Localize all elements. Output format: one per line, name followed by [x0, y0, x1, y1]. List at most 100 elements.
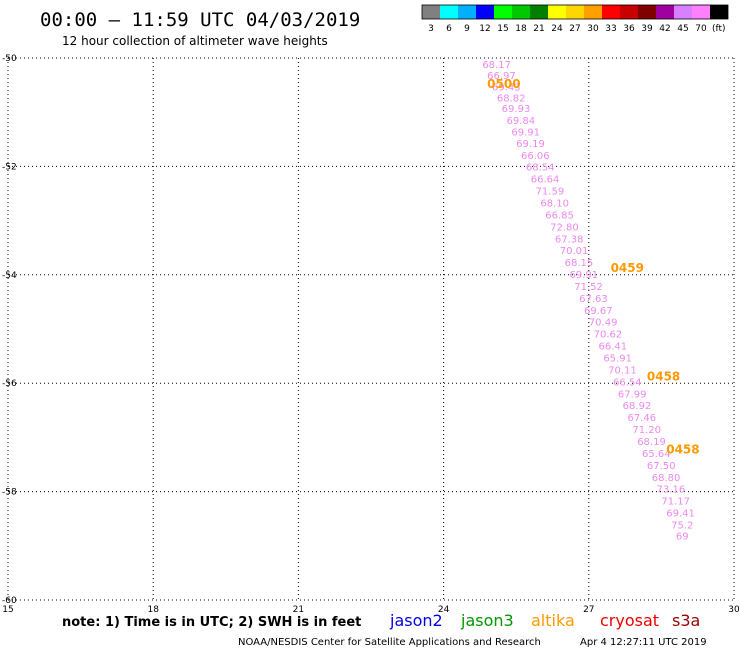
wave-height-point: 75.2 [671, 520, 693, 531]
wave-height-point: 67.38 [555, 234, 584, 245]
color-scale-label: 18 [515, 24, 527, 34]
x-tick-label: 27 [583, 605, 594, 615]
color-scale-label: 45 [677, 24, 688, 34]
footer-timestamp: Apr 4 12:27:11 UTC 2019 [580, 637, 707, 648]
y-tick-label: -56 [2, 379, 17, 389]
wave-height-point: 71.52 [574, 282, 603, 293]
wave-height-point: 68.54 [526, 163, 555, 174]
time-label: 0458 [666, 443, 699, 457]
color-scale-label: 30 [587, 24, 599, 34]
satellite-legend-item: jason2 [389, 611, 443, 630]
footer-credit: NOAA/NESDIS Center for Satellite Applica… [238, 637, 541, 648]
color-scale-swatch [422, 5, 440, 19]
wave-height-point: 70.11 [608, 365, 637, 376]
wave-height-point: 71.17 [661, 497, 690, 508]
color-scale-swatch [440, 5, 458, 19]
color-scale-swatch [656, 5, 674, 19]
wave-height-point: 69 [676, 531, 689, 542]
wave-height-point: 69.67 [584, 306, 613, 317]
color-scale-swatch [710, 5, 728, 19]
color-scale-label: 9 [464, 24, 470, 34]
wave-height-point: 71.59 [536, 187, 565, 198]
y-tick-label: -60 [2, 596, 17, 606]
wave-height-point: 68.19 [637, 437, 666, 448]
wave-height-point: 66.85 [545, 210, 574, 221]
wave-height-point: 65.91 [603, 354, 632, 365]
x-tick-label: 30 [728, 605, 740, 615]
wave-height-point: 69.84 [507, 116, 536, 127]
wave-height-point: 69.41 [666, 509, 695, 520]
wave-height-point: 67.46 [628, 413, 657, 424]
wave-height-point: 70.49 [589, 318, 618, 329]
chart-subtitle: 12 hour collection of altimeter wave hei… [62, 34, 328, 48]
x-tick-label: 18 [147, 605, 159, 615]
color-scale-label: 3 [428, 24, 434, 34]
color-scale-swatch [674, 5, 692, 19]
color-scale-swatch [512, 5, 530, 19]
color-scale-label: 33 [605, 24, 616, 34]
chart-title: 00:00 – 11:59 UTC 04/03/2019 [40, 9, 360, 31]
color-scale-label: 12 [479, 24, 490, 34]
satellite-legend: jason2 jason3 altika cryosat s3a [389, 611, 700, 630]
footer-note: note: 1) Time is in UTC; 2) SWH is in fe… [62, 615, 361, 630]
wave-height-point: 68.92 [623, 401, 652, 412]
time-labels: 0500 0459 0458 0458 [487, 77, 699, 457]
grid-lines [7, 57, 735, 601]
satellite-legend-item: altika [531, 611, 575, 630]
y-tick-label: -52 [2, 162, 17, 172]
color-scale-unit: (ft) [712, 24, 726, 34]
wave-height-point: 69.43 [492, 83, 521, 94]
axis-ticks: 15 18 21 24 27 30 -50 -52 -54 -56 -58 -60 [2, 54, 740, 615]
x-tick-label: 21 [293, 605, 304, 615]
time-label: 0458 [647, 369, 680, 383]
wave-height-point: 66.54 [613, 377, 642, 388]
color-scale-swatch [476, 5, 494, 19]
y-tick-label: -50 [2, 54, 17, 64]
time-label: 0459 [611, 261, 644, 275]
satellite-legend-item: s3a [672, 611, 700, 630]
plot-area: 15 18 21 24 27 30 -50 -52 -54 -56 -58 -60 68.1766.9… [2, 54, 740, 615]
wave-height-point: 71.20 [632, 425, 661, 436]
satellite-legend-item: cryosat [600, 611, 659, 630]
x-tick-label: 15 [2, 605, 13, 615]
wave-height-point: 70.62 [594, 330, 623, 341]
y-tick-label: -58 [2, 488, 17, 498]
satellite-legend-item: jason3 [460, 611, 514, 630]
time-label: 0500 [487, 77, 520, 91]
wave-height-point: 68.15 [565, 258, 594, 269]
wave-height-point: 73.16 [657, 485, 686, 496]
color-scale-label: 70 [695, 24, 707, 34]
wave-height-point: 69.91 [569, 270, 598, 281]
color-scale-label: 39 [641, 24, 653, 34]
color-scale-swatch [548, 5, 566, 19]
wave-height-point: 69.19 [516, 139, 545, 150]
wave-height-point: 67.50 [647, 461, 676, 472]
color-scale-label: 21 [533, 24, 544, 34]
color-scale-label: 36 [623, 24, 635, 34]
color-scale-label: 27 [569, 24, 580, 34]
wave-height-point: 66.41 [598, 342, 627, 353]
wave-height-point: 66.06 [521, 151, 550, 162]
color-scale-label: 24 [551, 24, 563, 34]
color-scale-label: 6 [446, 24, 452, 34]
wave-height-point: 65.64 [642, 449, 671, 460]
color-scale-swatch [458, 5, 476, 19]
wave-height-point: 67.99 [618, 389, 647, 400]
color-scale-border [421, 4, 729, 20]
wave-height-point: 66.97 [487, 71, 516, 82]
wave-height-point: 66.64 [531, 175, 560, 186]
color-scale-swatch [638, 5, 656, 19]
wave-height-point: 69.91 [511, 128, 540, 139]
x-tick-label: 24 [438, 605, 450, 615]
color-scale-swatch [692, 5, 710, 19]
wave-height-point: 68.17 [482, 60, 511, 71]
color-scale-label: 42 [659, 24, 670, 34]
color-scale-swatch [494, 5, 512, 19]
wave-height-point: 68.10 [540, 199, 569, 210]
color-scale-swatch [530, 5, 548, 19]
wave-height-point: 67.63 [579, 294, 608, 305]
wave-height-point: 70.01 [560, 246, 589, 257]
color-scale-swatch [620, 5, 638, 19]
color-scale-label: 15 [497, 24, 508, 34]
